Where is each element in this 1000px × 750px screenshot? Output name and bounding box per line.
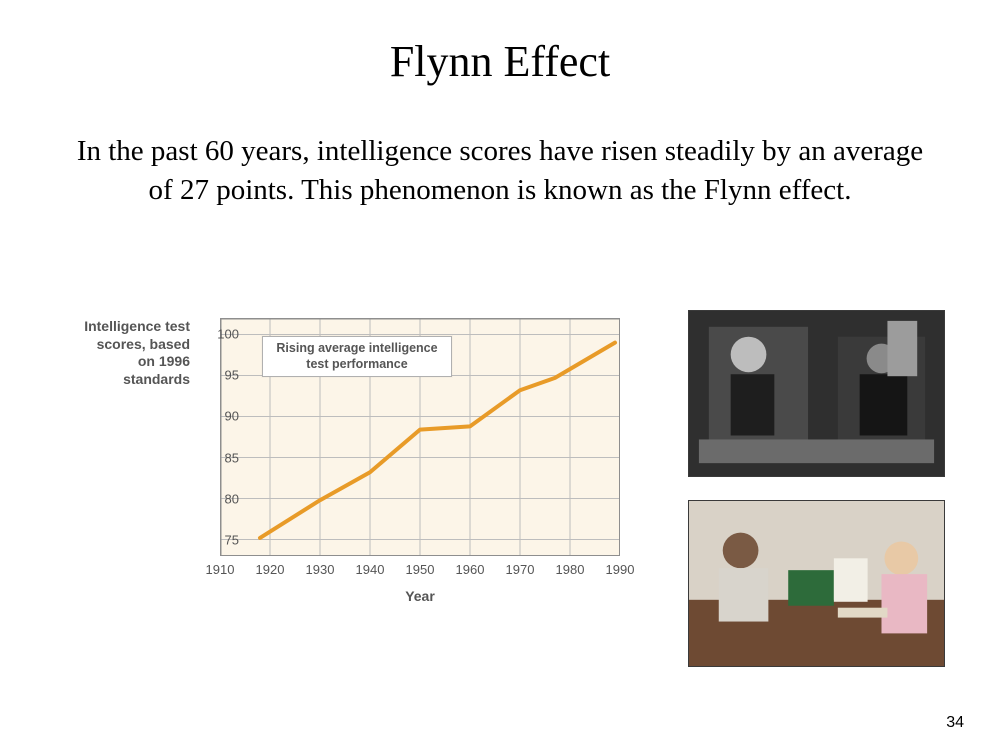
- chart-ylabel-line: on 1996: [138, 353, 190, 369]
- chart-annotation-line: test performance: [306, 357, 407, 371]
- slide-number: 34: [946, 714, 964, 732]
- chart-x-tick: 1980: [556, 562, 585, 577]
- chart-ylabel-line: scores, based: [97, 336, 190, 352]
- chart-x-tick: 1940: [356, 562, 385, 577]
- chart-x-tick: 1930: [306, 562, 335, 577]
- chart-y-tick: 85: [209, 450, 239, 465]
- slide-title: Flynn Effect: [0, 36, 1000, 87]
- chart-x-tick: 1910: [206, 562, 235, 577]
- chart-y-tick: 90: [209, 409, 239, 424]
- chart-y-tick: 100: [209, 327, 239, 342]
- chart-y-tick: 80: [209, 491, 239, 506]
- chart-y-tick: 95: [209, 368, 239, 383]
- chart-y-axis-label: Intelligence test scores, based on 1996 …: [55, 318, 190, 388]
- chart-x-axis-label: Year: [220, 588, 620, 604]
- chart-annotation: Rising average intelligence test perform…: [262, 336, 452, 377]
- chart-x-tick: 1970: [506, 562, 535, 577]
- chart-annotation-line: Rising average intelligence: [276, 341, 437, 355]
- slide: Flynn Effect In the past 60 years, intel…: [0, 0, 1000, 750]
- photo-placeholder-icon: [689, 311, 944, 476]
- chart-x-tick: 1950: [406, 562, 435, 577]
- chart-ylabel-line: standards: [123, 371, 190, 387]
- chart-ylabel-line: Intelligence test: [84, 318, 190, 334]
- photo-placeholder-icon: [689, 501, 944, 666]
- modern-testing-photo: [688, 500, 945, 667]
- chart-x-tick: 1920: [256, 562, 285, 577]
- chart-x-tick: 1960: [456, 562, 485, 577]
- chart-x-tick: 1990: [606, 562, 635, 577]
- slide-body-text: In the past 60 years, intelligence score…: [70, 132, 930, 210]
- historical-testing-photo: [688, 310, 945, 477]
- flynn-effect-chart: Intelligence test scores, based on 1996 …: [55, 310, 645, 640]
- chart-y-tick: 75: [209, 532, 239, 547]
